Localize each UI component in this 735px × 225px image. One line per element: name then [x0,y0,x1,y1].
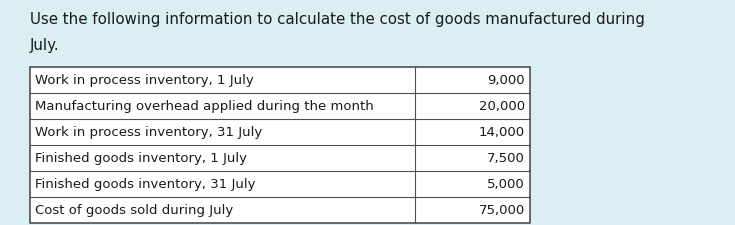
Bar [30,68,530,223]
Text: Finished goods inventory, 31 July: Finished goods inventory, 31 July [35,178,256,191]
Text: 20,000: 20,000 [479,100,525,113]
Text: July.: July. [30,38,60,53]
Text: Use the following information to calculate the cost of goods manufactured during: Use the following information to calcula… [30,12,645,27]
Text: Cost of goods sold during July: Cost of goods sold during July [35,204,233,216]
Text: 14,000: 14,000 [479,126,525,139]
Text: 9,000: 9,000 [487,74,525,87]
Text: Finished goods inventory, 1 July: Finished goods inventory, 1 July [35,152,247,165]
Text: Work in process inventory, 31 July: Work in process inventory, 31 July [35,126,262,139]
Text: 75,000: 75,000 [478,204,525,216]
Text: 7,500: 7,500 [487,152,525,165]
Text: Work in process inventory, 1 July: Work in process inventory, 1 July [35,74,254,87]
Text: 5,000: 5,000 [487,178,525,191]
Text: Manufacturing overhead applied during the month: Manufacturing overhead applied during th… [35,100,374,113]
